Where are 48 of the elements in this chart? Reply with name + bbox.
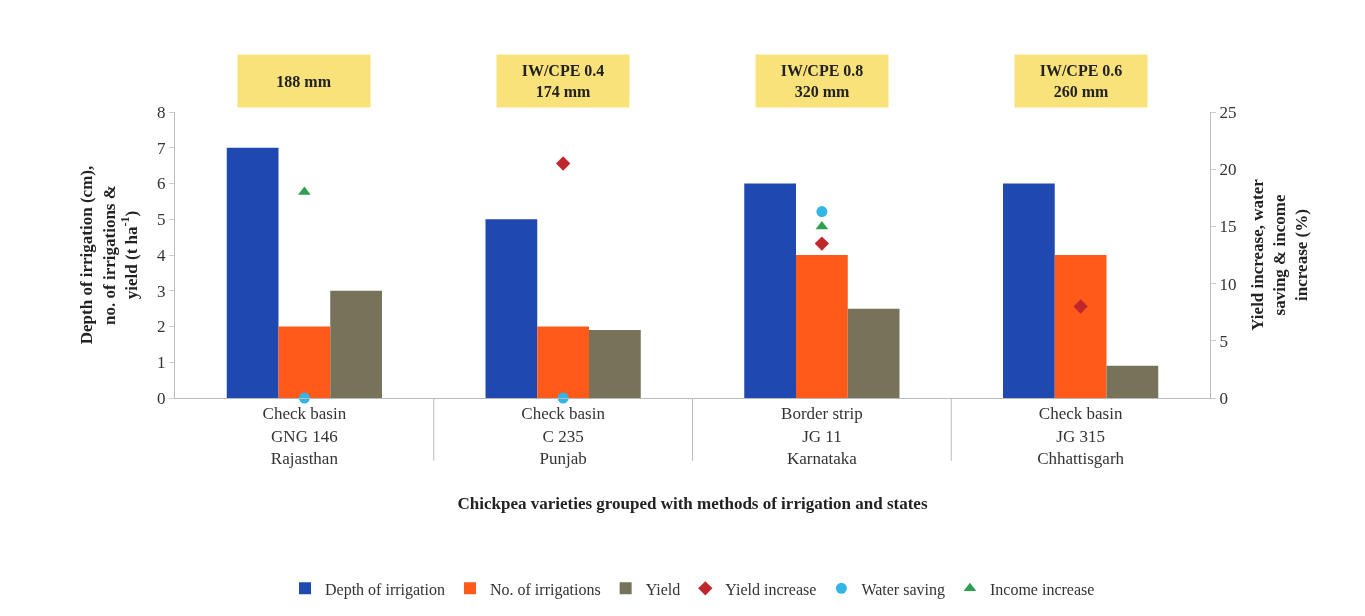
legend-label: Yield [645,580,681,598]
legend-label: Depth of irrigation [325,580,445,599]
y-tick-label: 1 [157,353,166,373]
point [816,206,828,218]
y2-tick-label: 25 [1219,102,1237,122]
x-tick-label: Check basin C 235 Punjab [521,404,606,468]
y-tick-label: 0 [157,388,166,408]
text: IW/CPE 0.4 174 mm [521,62,605,100]
x-tick-label: Check basin GNG 146 Rajasthan [262,404,347,468]
point [814,236,830,251]
x-tick-label: Check basin JG 315 Chhattisgarh [1037,404,1125,468]
y-tick-label: 5 [157,210,166,230]
legend-label: Water saving [861,580,945,599]
bar [744,183,796,398]
y2-tick-label: 20 [1219,160,1237,180]
y-tick-label: 8 [157,102,166,122]
bar [1003,183,1055,398]
bar [1054,255,1107,398]
text: IW/CPE 0.8 320 mm [780,62,864,100]
bar [330,290,382,398]
y2-tick-label: 10 [1219,274,1237,294]
point [1073,299,1088,314]
bar [847,308,900,398]
bar [278,326,331,398]
legend-label: No. of irrigations [489,580,601,599]
text: 188 mm [276,72,332,90]
legend-label: Yield increase [725,580,817,598]
y2-tick-label: 5 [1219,331,1228,351]
bar [537,326,589,398]
bar [796,255,848,398]
bar [1106,365,1159,398]
bar [226,147,279,398]
y2-axis-title: Yield increase, water saving & income increase (%) [1247,178,1311,331]
text: IW/CPE 0.6 260 mm [1039,62,1123,100]
y-tick-label: 4 [157,245,167,265]
y2-tick-label: 15 [1219,217,1237,237]
y-tick-label: 6 [157,174,166,194]
x-axis-title: Chickpea varieties grouped with methods of irrigation and states [457,494,928,513]
y2-tick-label: 0 [1219,388,1228,408]
point [815,220,829,230]
y-tick-label: 3 [157,281,166,301]
point [555,156,571,171]
bar [589,330,641,398]
legend-label: Income increase [989,580,1095,598]
y-tick-label: 7 [157,138,167,158]
bar [485,219,538,398]
y-tick-label: 2 [157,317,166,337]
x-tick-label: Border strip JG 11 Karnataka [781,404,863,468]
